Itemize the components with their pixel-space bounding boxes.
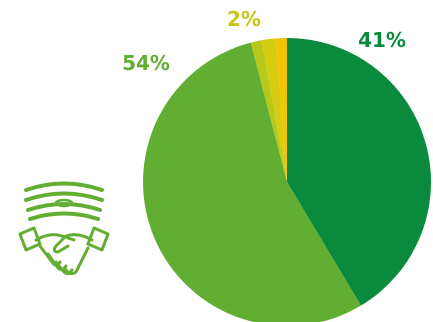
handshake-money-icon: [18, 181, 110, 276]
pie-slice-3: [261, 38, 287, 182]
data-label-41: 41%: [358, 28, 406, 52]
data-label-2: 2%: [227, 7, 261, 31]
pie-slice-4: [276, 38, 287, 182]
pie-slices: [143, 38, 432, 322]
pie-slice-2: [250, 40, 287, 182]
pie-slice-1: [143, 42, 361, 322]
data-label-54: 54%: [122, 51, 170, 75]
pie-slice-0: [287, 38, 432, 306]
